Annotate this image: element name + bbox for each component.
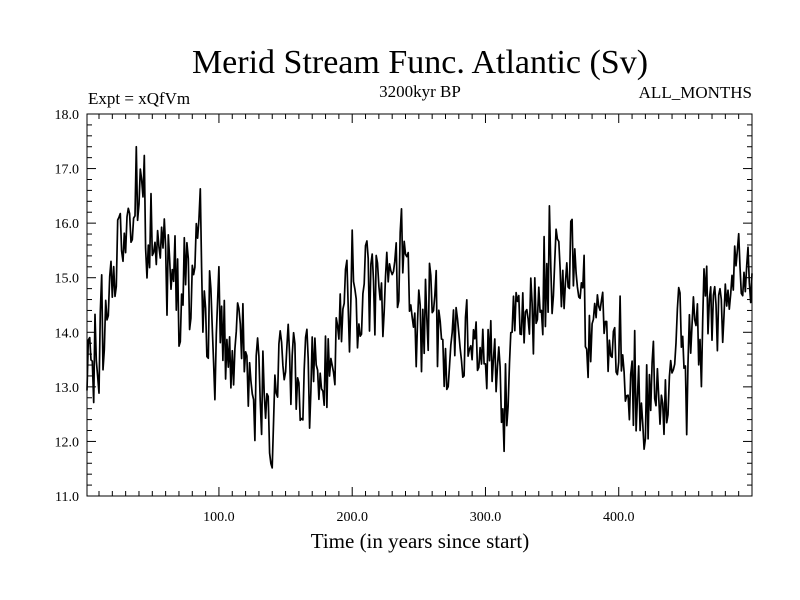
x-tick-label: 100.0 bbox=[203, 510, 235, 525]
axis-tick-labels: 100.0 200.0 300.0 400.0 11.0 12.0 13.0 14.0 15.0… bbox=[55, 108, 635, 525]
y-tick-label: 14.0 bbox=[55, 326, 80, 341]
y-tick-label: 16.0 bbox=[55, 217, 80, 232]
y-tick-label: 13.0 bbox=[55, 381, 80, 396]
x-axis-label: Time (in years since start) bbox=[311, 529, 530, 553]
chart-subtitle-left: Expt = xQfVm bbox=[88, 89, 190, 108]
y-tick-label: 15.0 bbox=[55, 272, 80, 287]
x-tick-label: 200.0 bbox=[336, 510, 368, 525]
series-line-amoc bbox=[86, 145, 753, 469]
chart-subtitle-right: ALL_MONTHS bbox=[639, 83, 752, 102]
x-tick-label: 300.0 bbox=[470, 510, 502, 525]
y-tick-label: 17.0 bbox=[55, 163, 80, 178]
plot-frame bbox=[86, 113, 753, 497]
y-tick-label: 18.0 bbox=[55, 108, 80, 123]
y-tick-label: 11.0 bbox=[55, 490, 79, 505]
chart-subtitle-center: 3200kyr BP bbox=[379, 82, 461, 101]
chart-title: Merid Stream Func. Atlantic (Sv) bbox=[192, 44, 648, 81]
y-tick-label: 12.0 bbox=[55, 435, 80, 450]
x-tick-label: 400.0 bbox=[603, 510, 635, 525]
